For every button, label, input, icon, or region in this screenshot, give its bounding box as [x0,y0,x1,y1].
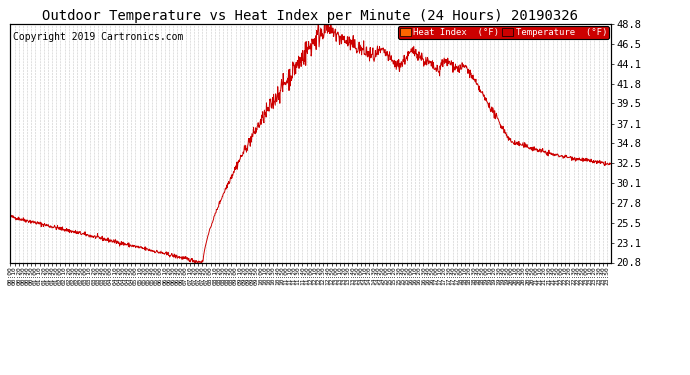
Legend: Heat Index  (°F), Temperature  (°F): Heat Index (°F), Temperature (°F) [398,26,609,39]
Text: Copyright 2019 Cartronics.com: Copyright 2019 Cartronics.com [13,32,184,42]
Title: Outdoor Temperature vs Heat Index per Minute (24 Hours) 20190326: Outdoor Temperature vs Heat Index per Mi… [43,9,578,23]
